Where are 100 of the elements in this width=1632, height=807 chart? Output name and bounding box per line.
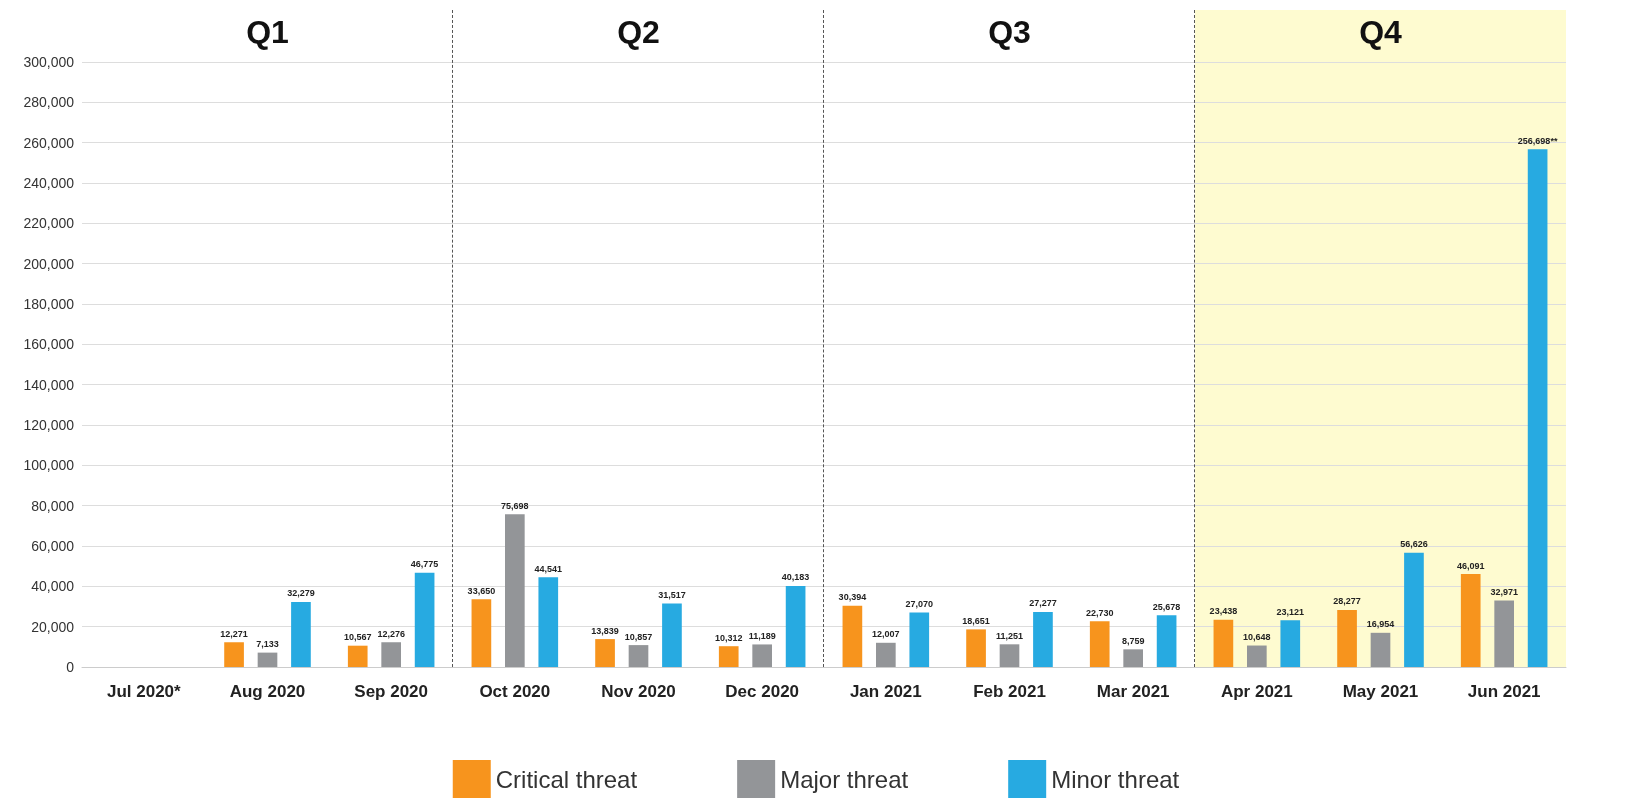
- x-tick-label: Feb 2021: [973, 682, 1046, 701]
- legend-label: Critical threat: [495, 765, 638, 793]
- data-label: 27,070: [905, 598, 934, 609]
- data-label: 12,271: [220, 628, 248, 639]
- text: Q1: [246, 14, 289, 50]
- y-tick-label: 120,000: [23, 417, 75, 433]
- data-label: 7,133: [256, 639, 279, 650]
- x-tick-label: Oct 2020: [479, 682, 551, 701]
- data-label: 40,183: [781, 572, 810, 583]
- y-tick-label: 0: [66, 659, 75, 675]
- data-label: 13,839: [591, 625, 619, 636]
- data-label: 23,121: [1276, 606, 1305, 617]
- y-tick-label: 280,000: [23, 94, 75, 111]
- bar: [291, 601, 311, 667]
- data-label: 18,651: [962, 615, 990, 626]
- x-tick-label: Apr 2021: [1220, 682, 1293, 701]
- bar: [1247, 645, 1267, 667]
- text: Q3: [988, 14, 1031, 50]
- data-label: 10,312: [714, 632, 743, 643]
- bar: [1494, 600, 1514, 667]
- bar: [1527, 149, 1548, 667]
- y-tick-label: 160,000: [23, 336, 75, 353]
- y-tick-label: 80,000: [31, 497, 75, 514]
- bar: [1370, 632, 1391, 667]
- band-label: Q4: [1359, 14, 1403, 50]
- data-label: 10,567: [343, 632, 372, 643]
- legend-label: Minor threat: [1051, 765, 1180, 793]
- bar: [718, 646, 739, 667]
- text: Q2: [617, 14, 660, 50]
- bar: [471, 599, 492, 667]
- bar: [628, 645, 649, 667]
- bar: [538, 577, 559, 667]
- bar: [1213, 619, 1234, 667]
- data-label: 10,857: [624, 631, 653, 642]
- data-label: 22,730: [1085, 607, 1114, 618]
- data-label: 11,251: [995, 630, 1024, 641]
- bar: [1404, 552, 1424, 667]
- data-label: 33,650: [467, 585, 496, 596]
- bar: [505, 514, 525, 667]
- data-label: 75,698: [501, 500, 529, 511]
- x-tick-label: Aug 2020: [229, 682, 306, 701]
- data-label: 10,648: [1243, 632, 1271, 643]
- bar: [966, 629, 986, 667]
- data-label: 32,279: [287, 588, 315, 599]
- data-label: 27,277: [1029, 598, 1057, 609]
- data-label: 25,678: [1152, 601, 1181, 612]
- bar: [1033, 611, 1053, 667]
- data-label: 8,759: [1121, 635, 1145, 646]
- data-label: 56,626: [1400, 539, 1428, 550]
- legend-label: Major threat: [780, 765, 909, 793]
- y-tick-label: 20,000: [31, 618, 75, 635]
- x-tick-label: Jul 2020*: [106, 682, 182, 701]
- bar: [876, 642, 896, 667]
- bar: [347, 645, 368, 667]
- y-tick-label: 100,000: [23, 457, 75, 474]
- data-label: 12,007: [872, 629, 900, 640]
- data-label: 46,091: [1456, 560, 1485, 571]
- bar: [595, 639, 615, 667]
- bar: [909, 612, 930, 667]
- bar: [1337, 609, 1357, 667]
- bar: [662, 603, 682, 667]
- data-label: 256,698**: [1517, 135, 1558, 146]
- y-tick-label: 140,000: [23, 376, 75, 393]
- y-tick-label: 300,000: [23, 54, 75, 70]
- y-tick-label: 180,000: [23, 296, 75, 312]
- data-label: 28,277: [1333, 596, 1361, 607]
- bar: [224, 642, 244, 667]
- bar: [752, 644, 772, 667]
- data-label: 32,971: [1490, 587, 1518, 598]
- data-label: 12,276: [377, 628, 405, 639]
- y-tick-label: 200,000: [23, 255, 75, 272]
- data-label: 16,954: [1366, 619, 1395, 630]
- bar: [257, 652, 278, 667]
- bar: [785, 585, 806, 667]
- data-label: 30,394: [838, 592, 867, 603]
- data-label: 23,438: [1209, 606, 1238, 617]
- x-tick-label: May 2021: [1342, 682, 1419, 701]
- bar: [1460, 574, 1481, 667]
- y-tick-label: 40,000: [31, 578, 75, 595]
- x-tick-label: Jun 2021: [1467, 682, 1541, 701]
- bar: [842, 605, 863, 667]
- y-tick-label: 240,000: [23, 175, 75, 191]
- bar: [414, 572, 435, 667]
- y-tick-label: 60,000: [31, 538, 75, 554]
- bar: [1089, 621, 1110, 667]
- bar: [381, 642, 401, 667]
- bar: [1123, 649, 1143, 667]
- data-label: 31,517: [658, 589, 686, 600]
- x-tick-label: Sep 2020: [354, 682, 429, 701]
- data-label: 44,541: [534, 563, 563, 574]
- x-tick-label: Dec 2020: [725, 682, 800, 701]
- data-label: 46,775: [410, 559, 439, 570]
- bar: [1156, 615, 1177, 667]
- data-label: 11,189: [748, 630, 776, 641]
- x-tick-label: Jan 2021: [849, 682, 922, 701]
- x-tick-label: Mar 2021: [1096, 682, 1170, 701]
- x-tick-label: Nov 2020: [601, 682, 676, 701]
- bar: [999, 644, 1020, 667]
- bar: [1280, 620, 1301, 667]
- y-tick-label: 220,000: [23, 215, 75, 232]
